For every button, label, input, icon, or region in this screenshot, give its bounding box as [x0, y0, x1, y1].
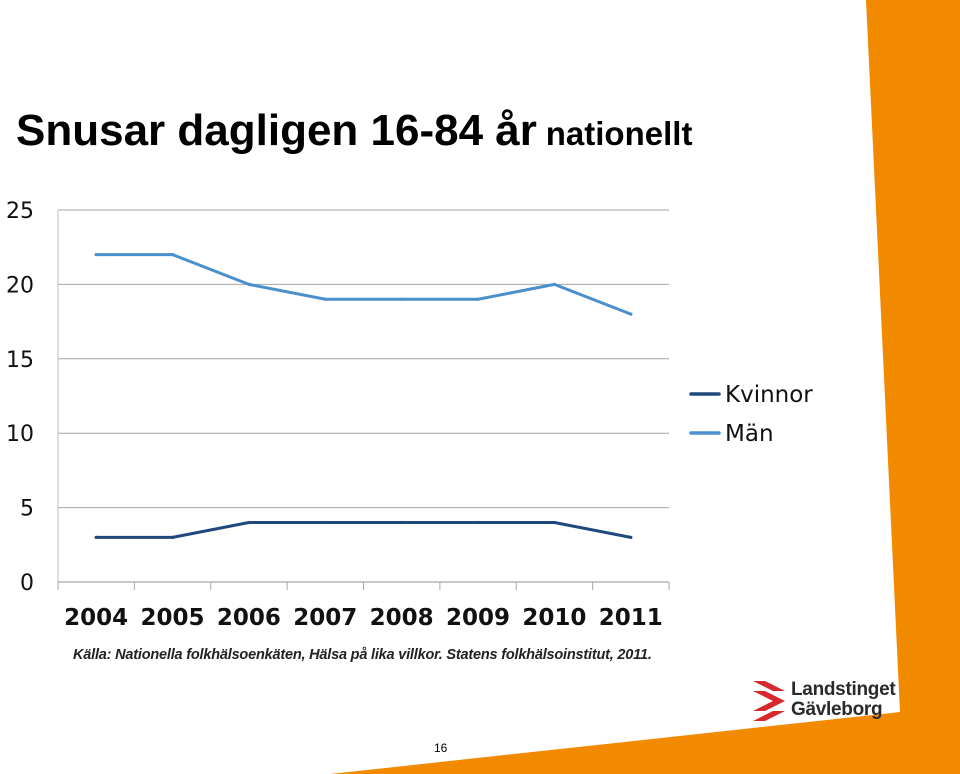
landstinget-chevron-logo-icon — [753, 681, 785, 721]
legend-label: Kvinnor — [725, 382, 813, 408]
series-line-man — [94, 253, 633, 316]
source-caption: Källa: Nationella folkhälsoenkäten, Häls… — [73, 647, 652, 663]
slide-title: Snusar dagligen 16-84 år nationellt — [16, 106, 692, 156]
logo-text: Landstinget Gävleborg — [791, 679, 896, 720]
slide-title-tail: nationellt — [545, 115, 693, 152]
data-point — [476, 520, 480, 525]
data-point — [323, 520, 327, 525]
data-point — [552, 520, 557, 525]
x-tick-label: 2008 — [370, 605, 434, 631]
data-point — [323, 297, 327, 301]
y-tick-label: 10 — [6, 422, 34, 447]
landstinget-logo: Landstinget Gävleborg — [751, 679, 911, 727]
data-point — [552, 282, 557, 286]
orange-accent-shape — [330, 0, 960, 774]
logo-line-2: Gävleborg — [791, 699, 883, 720]
x-tick-label: 2010 — [522, 605, 586, 631]
x-tick-label: 2005 — [141, 605, 205, 631]
legend-label: Män — [725, 421, 774, 447]
data-point — [94, 535, 98, 539]
series-line-kvinnor — [94, 520, 633, 539]
page-number: 16 — [434, 741, 448, 755]
slide-title-main: Snusar dagligen 16-84 år — [16, 106, 537, 155]
logo-stripe — [753, 711, 785, 721]
y-tick-label: 15 — [6, 348, 34, 373]
logo-line-1: Landstinget — [791, 679, 896, 700]
y-axis-ticks: 0 5 10 15 20 25 — [6, 199, 34, 596]
data-point — [170, 253, 175, 257]
data-point — [247, 282, 251, 286]
data-point — [400, 520, 404, 525]
data-point — [94, 253, 98, 257]
y-tick-label: 0 — [20, 571, 34, 596]
x-axis-ticks: 2004 2005 2006 2007 2008 2009 2010 2011 — [64, 605, 663, 631]
y-tick-label: 5 — [20, 497, 34, 522]
logo-stripe — [753, 701, 785, 711]
chart-series — [94, 253, 633, 539]
x-tick-label: 2011 — [599, 605, 663, 631]
y-tick-label: 20 — [6, 273, 34, 298]
data-point — [400, 297, 404, 301]
data-point — [629, 535, 633, 539]
data-point — [170, 535, 175, 539]
chart-axes — [57, 210, 670, 590]
data-point — [629, 312, 633, 316]
logo-stripe — [753, 681, 785, 691]
chart-legend: Kvinnor Män — [689, 382, 813, 447]
logo-stripe — [753, 691, 785, 701]
data-point — [247, 520, 251, 525]
data-point — [476, 297, 480, 301]
y-tick-label: 25 — [6, 199, 34, 224]
x-tick-label: 2009 — [446, 605, 510, 631]
x-tick-label: 2004 — [64, 605, 128, 631]
x-tick-label: 2007 — [293, 605, 357, 631]
x-tick-label: 2006 — [217, 605, 281, 631]
chart-gridlines — [58, 209, 669, 509]
